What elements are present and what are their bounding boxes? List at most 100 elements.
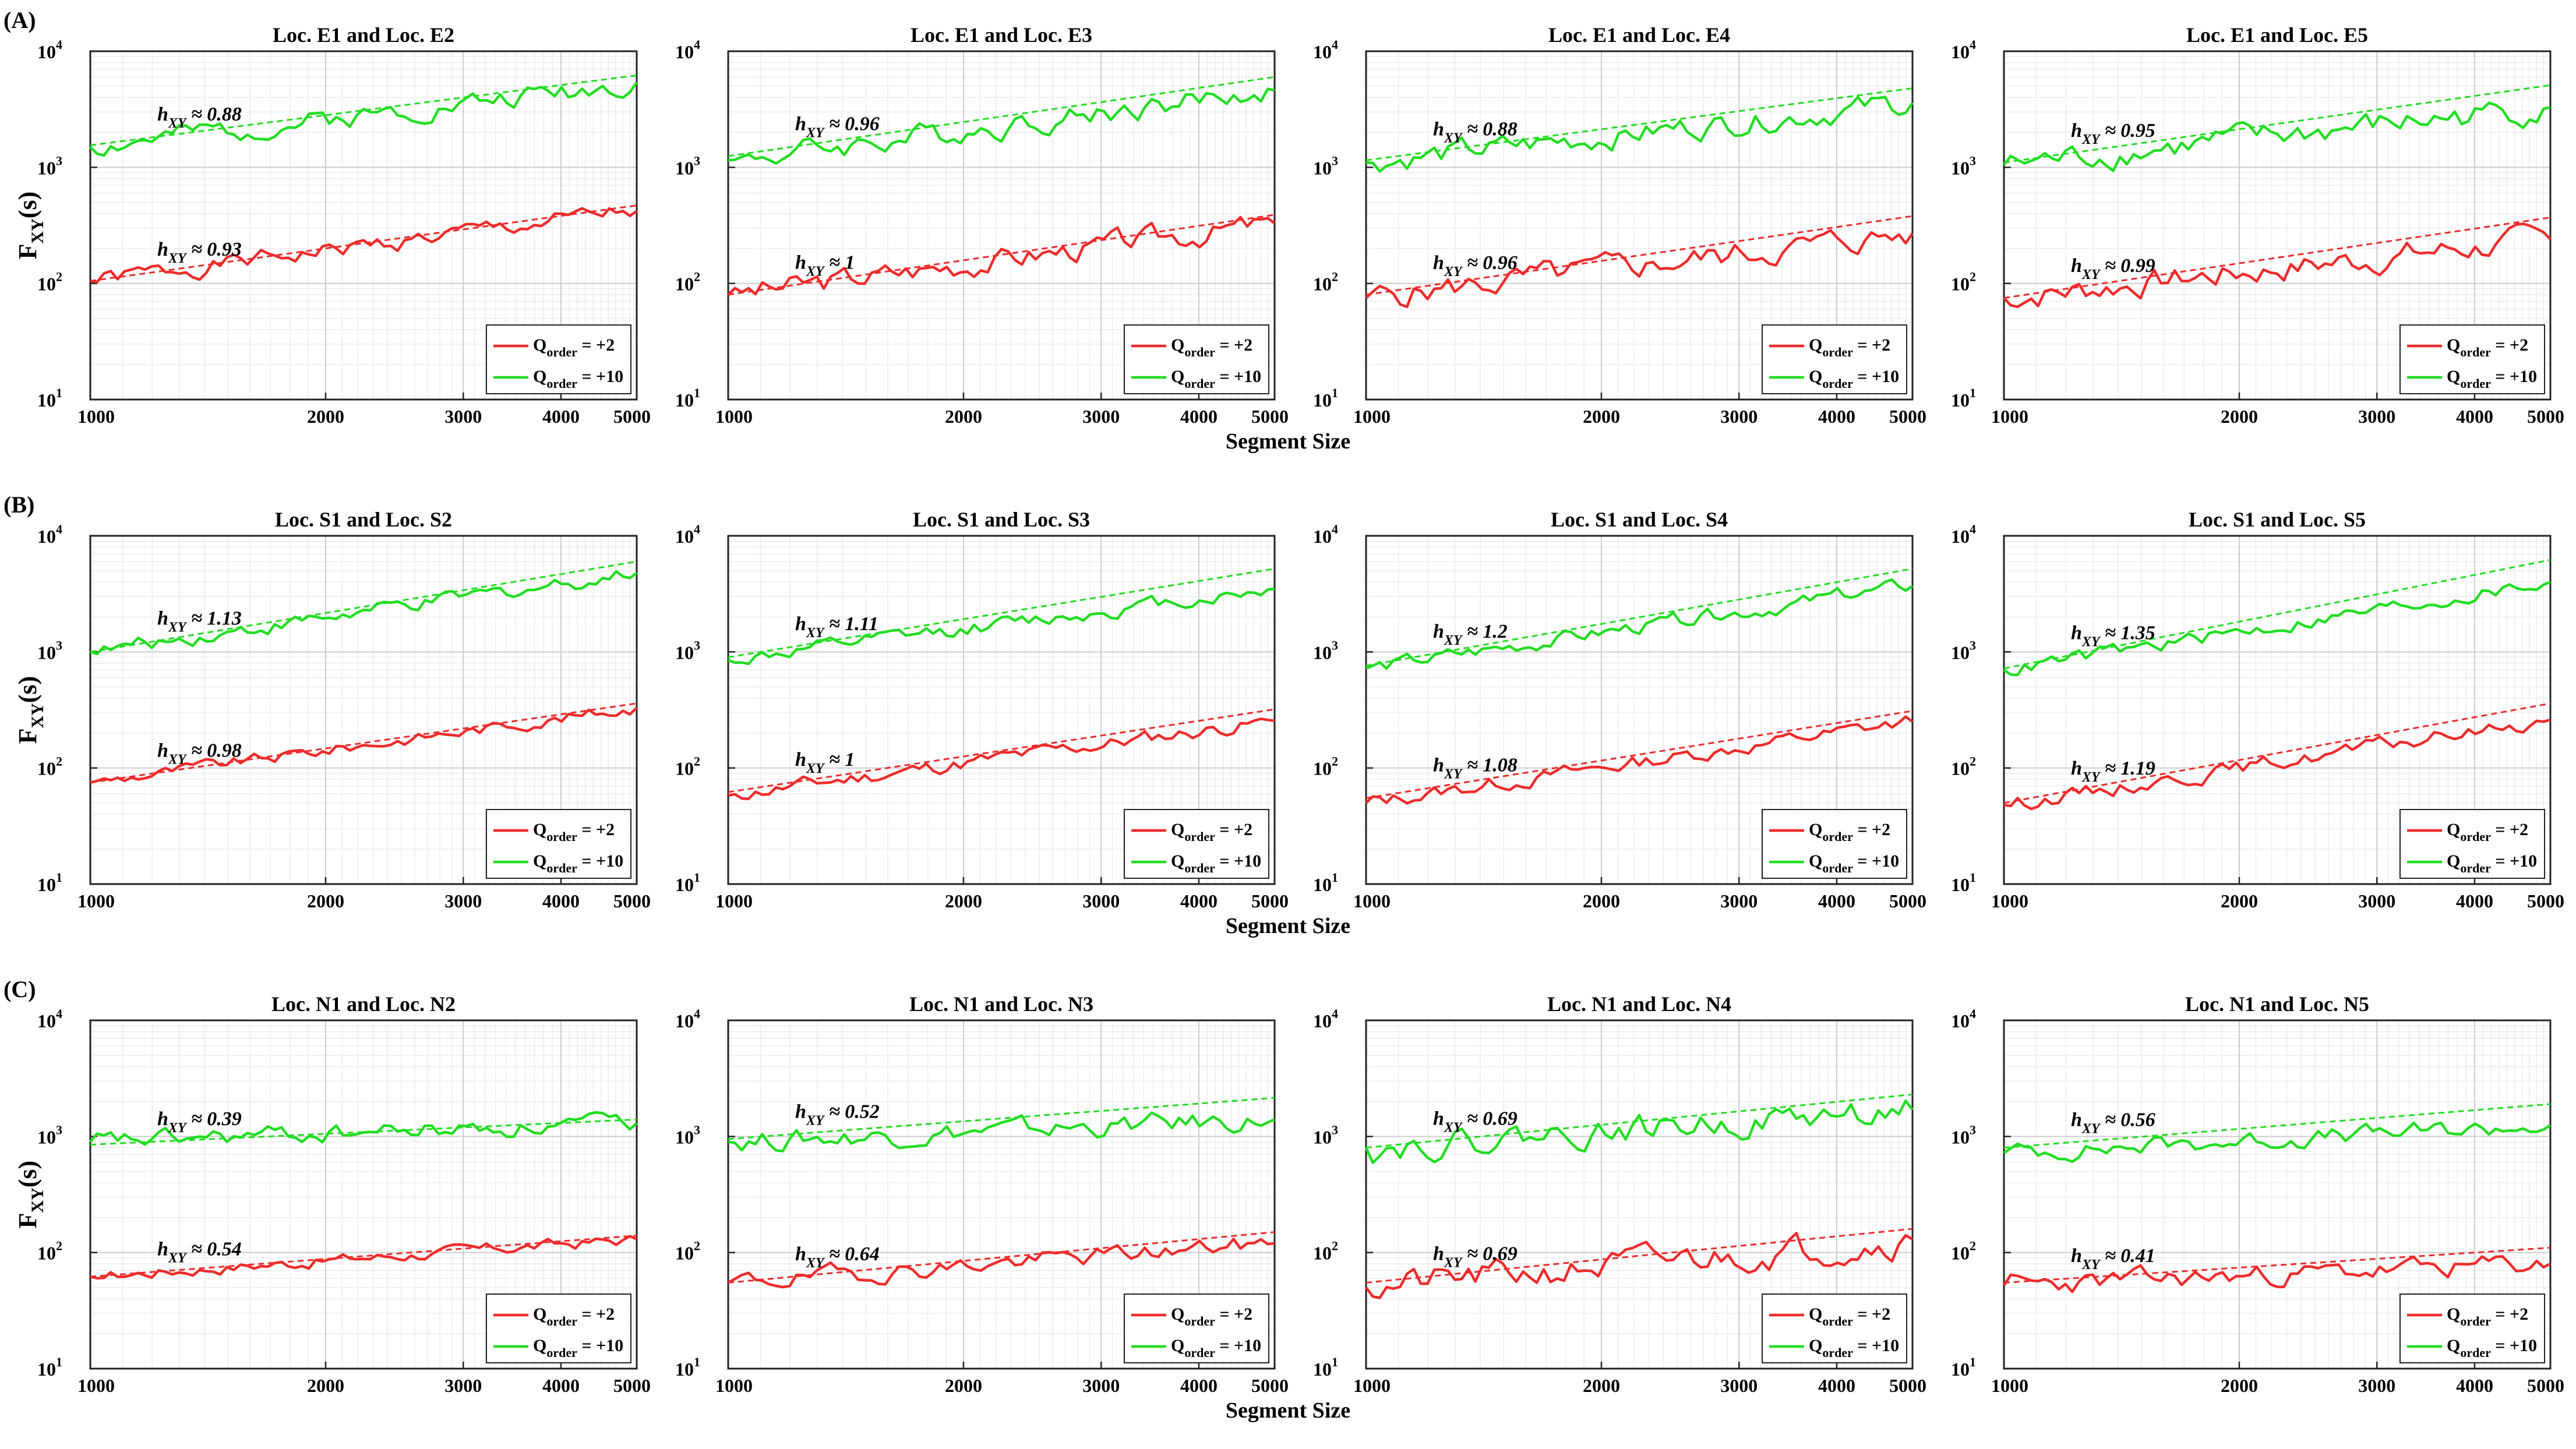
x-tick-label: 1000 [77,406,115,427]
y-tick-label: 103 [675,638,700,663]
series-line [90,1235,637,1280]
x-tick-label: 1000 [77,890,115,911]
y-tick-label: 103 [1313,1122,1338,1147]
series-line [1365,96,1914,173]
x-axis-label: Segment Size [1226,1398,1350,1423]
y-tick-label: 102 [1313,754,1338,779]
y-tick-label: 104 [675,1006,700,1031]
x-tick-label: 4000 [542,890,580,911]
x-tick-label: 5000 [2527,890,2564,911]
x-tick-label: 3000 [2358,406,2395,427]
fit-line [1365,215,1913,296]
y-tick-label: 101 [1951,1355,1976,1380]
hurst-annotation: hXY ≈ 0.54 [157,1239,242,1266]
legend: Qorder = +2 Qorder = +10 [1762,1294,1907,1363]
x-tick-label: 3000 [2358,1375,2395,1396]
row-label: (B) [3,492,34,518]
hurst-annotation: hXY ≈ 0.69 [1433,1108,1518,1136]
series-line [1364,1099,1914,1164]
series-line [727,1238,1275,1289]
fit-line [728,708,1275,793]
series-line [727,215,1276,296]
legend-label: Qorder = +2 [2447,1305,2528,1328]
y-tick-label: 103 [1313,153,1338,178]
panel-title: Loc. N1 and Loc. N5 [2185,992,2369,1016]
y-tick-label: 103 [37,1122,62,1147]
fit-line [2003,216,2551,299]
y-tick-label: 102 [1951,270,1976,295]
hurst-annotation: hXY ≈ 1 [795,252,855,280]
legend-box [486,324,631,394]
x-tick-label: 2000 [2221,1375,2258,1396]
x-tick-label: 5000 [1889,1375,1926,1396]
x-tick-label: 4000 [1818,1375,1855,1396]
y-tick-label: 102 [1313,270,1338,295]
series-line [728,87,1275,165]
series-line [1365,578,1914,670]
y-tick-label: 103 [675,153,700,178]
y-tick-label: 103 [37,153,62,178]
axes-frame [2003,535,2552,885]
x-tick-label: 5000 [1251,1375,1289,1396]
legend: Qorder = +2 Qorder = +10 [2399,324,2545,394]
fit-line [90,74,637,146]
series-line [728,1111,1275,1153]
legend: Qorder = +2 Qorder = +10 [1124,324,1269,394]
hurst-annotation: hXY ≈ 1.19 [2071,758,2155,785]
fit-line [2003,1103,2551,1149]
hurst-annotation: hXY ≈ 0.52 [795,1101,880,1128]
legend-label: Qorder = +2 [1171,335,1252,359]
x-tick-label: 5000 [2527,1375,2564,1396]
legend: Qorder = +2 Qorder = +10 [1124,1294,1269,1363]
y-tick-label: 102 [37,270,62,295]
axes-frame [727,1019,1276,1370]
hurst-annotation: hXY ≈ 0.98 [157,740,242,767]
legend-label: Qorder = +2 [1171,1305,1252,1328]
y-tick-label: 104 [1951,522,1976,547]
series-line [89,1111,638,1146]
x-axis-label: Segment Size [1226,429,1350,454]
y-tick-label: 102 [675,270,700,295]
x-tick-label: 2000 [945,406,982,427]
axes-frame [2003,1019,2552,1370]
series-line [2003,101,2551,172]
x-tick-label: 4000 [1818,890,1855,911]
y-tick-label: 104 [37,522,62,547]
fit-line [2003,702,2551,804]
x-tick-label: 1000 [715,1375,753,1396]
legend-box [1124,1294,1269,1363]
panel-title: Loc. S1 and Loc. S2 [275,508,452,531]
panel-title: Loc. S1 and Loc. S3 [913,508,1090,531]
panel-title: Loc. E1 and Loc. E2 [273,23,454,47]
series-line [2003,718,2551,811]
y-tick-label: 101 [1951,870,1976,895]
x-tick-label: 1000 [1991,406,2028,427]
x-tick-label: 1000 [1991,1375,2028,1396]
legend-label: Qorder = +10 [1171,1336,1261,1360]
hurst-annotation: hXY ≈ 0.96 [1433,252,1518,280]
hurst-annotation: hXY ≈ 0.88 [1433,118,1518,146]
axes-frame [89,1019,638,1370]
panel: 1000 2000 3000 4000 5000 101 102 103 104 Loc. N1 … [37,992,651,1396]
fit-line [728,1097,1275,1140]
panel-title: Loc. E1 and Loc. E5 [2186,23,2368,47]
panel-title: Loc. S1 and Loc. S5 [2189,508,2366,531]
panel: 1000 2000 3000 4000 5000 101 102 103 104 Loc. E1 … [1951,23,2564,427]
x-tick-label: 2000 [945,1375,982,1396]
hurst-annotation: hXY ≈ 1.11 [795,613,878,641]
legend-label: Qorder = +10 [533,367,623,391]
hurst-annotation: hXY ≈ 0.39 [157,1108,242,1136]
hurst-annotation: hXY ≈ 1.13 [157,608,242,635]
y-tick-label: 103 [1951,153,1976,178]
x-tick-label: 4000 [1180,1375,1218,1396]
x-tick-label: 4000 [2456,406,2493,427]
x-tick-label: 2000 [1583,1375,1620,1396]
x-tick-label: 3000 [1082,890,1120,911]
x-tick-label: 1000 [1353,890,1391,911]
x-tick-label: 2000 [945,890,982,911]
series-line [1365,715,1914,805]
fit-line [90,560,637,653]
y-tick-label: 102 [675,1239,700,1264]
legend: Qorder = +2 Qorder = +10 [2399,809,2545,879]
x-tick-label: 3000 [444,1375,482,1396]
